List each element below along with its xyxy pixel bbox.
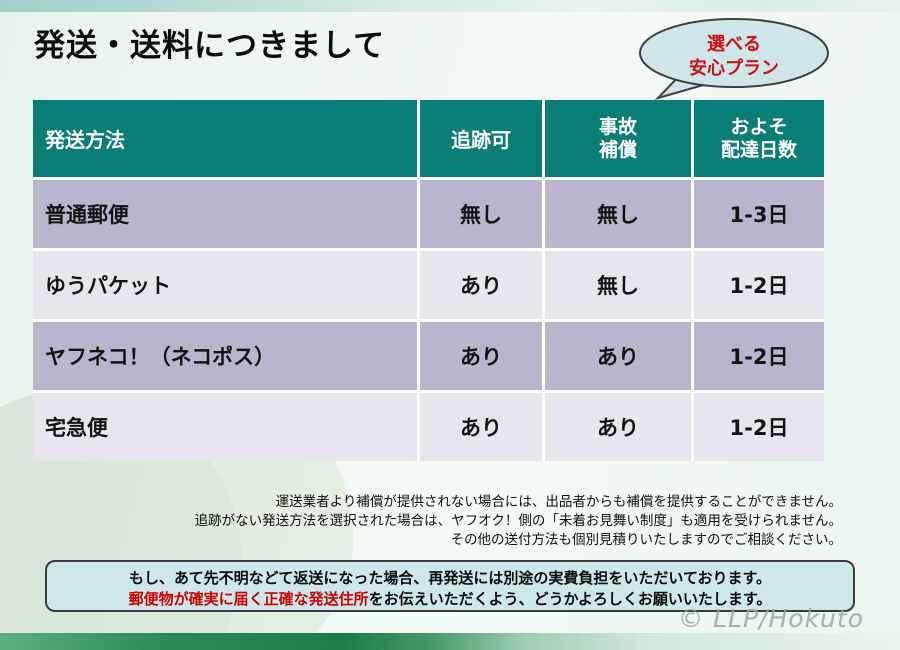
cell-tracking: あり — [420, 251, 542, 319]
notes-block: 運送業者より補償が提供されない場合には、出品者からも補償を提供することができませ… — [195, 493, 842, 550]
cell-days: 1-2日 — [694, 393, 824, 461]
callout-bubble: 選べる 安心プラン — [636, 14, 836, 106]
top-decoration-bar — [0, 0, 900, 12]
cell-insurance: あり — [545, 393, 691, 461]
copyright-watermark: © LLP/Hokuto — [678, 604, 864, 633]
cell-method: 宅急便 — [33, 393, 417, 461]
cell-tracking: 無し — [420, 180, 542, 248]
cell-method: ゆうパケット — [33, 251, 417, 319]
warning-line-2-rest: をお伝えいただくよう、どうかよろしくお願いいたします。 — [368, 590, 772, 608]
cell-method: 普通郵便 — [33, 180, 417, 248]
cell-method: ヤフネコ！（ネコポス） — [33, 322, 417, 390]
speech-bubble-shape — [639, 18, 829, 100]
warning-line-1: もし、あて先不明などて返送になった場合、再発送には別途の実費負担をいただいており… — [128, 569, 771, 587]
col-header-tracking: 追跡可 — [420, 100, 542, 177]
cell-tracking: あり — [420, 393, 542, 461]
note-line: 運送業者より補償が提供されない場合には、出品者からも補償を提供することができませ… — [275, 494, 842, 510]
note-line: 追跡がない発送方法を選択された場合は、ヤフオク！側の「未着お見舞い制度」も適用を… — [194, 513, 842, 529]
warning-box: もし、あて先不明などて返送になった場合、再発送には別途の実費負担をいただいており… — [45, 560, 855, 612]
warning-highlight: 郵便物が確実に届く正確な発送住所 — [128, 590, 369, 608]
note-line: その他の送付方法も個別見積りいたしますのでご相談ください。 — [450, 532, 843, 548]
shipping-table: 発送方法 追跡可 事故 補償 およそ 配達日数 普通郵便 無し 無し 1-3日 … — [33, 100, 824, 461]
cell-insurance: 無し — [545, 180, 691, 248]
cell-days: 1-3日 — [694, 180, 824, 248]
cell-days: 1-2日 — [694, 251, 824, 319]
col-header-method: 発送方法 — [33, 100, 417, 177]
bottom-decoration-bar — [0, 633, 900, 650]
callout-text: 選べる 安心プラン — [689, 34, 779, 80]
col-header-insurance: 事故 補償 — [545, 100, 691, 177]
page-title: 発送・送料につきまして — [34, 28, 386, 64]
warning-line-2: 郵便物が確実に届く正確な発送住所をお伝えいただくよう、どうかよろしくお願いいたし… — [47, 589, 853, 610]
cell-days: 1-2日 — [694, 322, 824, 390]
cell-insurance: あり — [545, 322, 691, 390]
cell-tracking: あり — [420, 322, 542, 390]
cell-insurance: 無し — [545, 251, 691, 319]
col-header-delivery-days: およそ 配達日数 — [694, 100, 824, 177]
